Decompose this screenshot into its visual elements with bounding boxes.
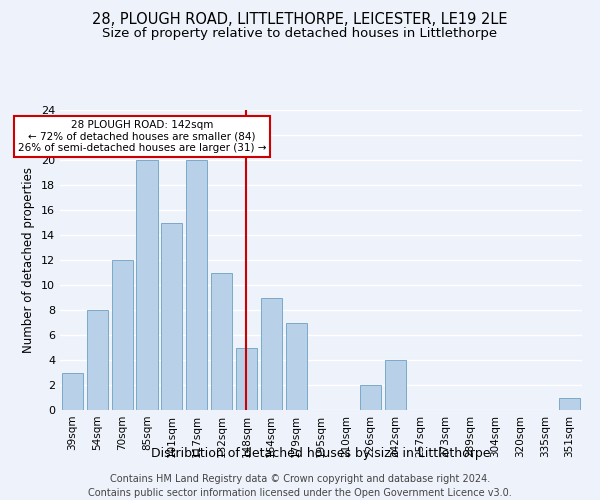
Bar <box>87 310 108 410</box>
Text: Contains HM Land Registry data © Crown copyright and database right 2024.
Contai: Contains HM Land Registry data © Crown c… <box>88 474 512 498</box>
Bar <box>186 160 207 410</box>
Text: Size of property relative to detached houses in Littlethorpe: Size of property relative to detached ho… <box>103 28 497 40</box>
Bar <box>236 348 257 410</box>
Y-axis label: Number of detached properties: Number of detached properties <box>22 167 35 353</box>
Text: 28 PLOUGH ROAD: 142sqm
← 72% of detached houses are smaller (84)
26% of semi-det: 28 PLOUGH ROAD: 142sqm ← 72% of detached… <box>18 120 266 153</box>
Bar <box>62 372 83 410</box>
Bar <box>136 160 158 410</box>
Bar <box>211 272 232 410</box>
Bar <box>161 222 182 410</box>
Bar <box>286 322 307 410</box>
Bar <box>261 298 282 410</box>
Bar <box>559 398 580 410</box>
Bar <box>360 385 381 410</box>
Bar <box>112 260 133 410</box>
Bar <box>385 360 406 410</box>
Text: Distribution of detached houses by size in Littlethorpe: Distribution of detached houses by size … <box>151 448 491 460</box>
Text: 28, PLOUGH ROAD, LITTLETHORPE, LEICESTER, LE19 2LE: 28, PLOUGH ROAD, LITTLETHORPE, LEICESTER… <box>92 12 508 28</box>
